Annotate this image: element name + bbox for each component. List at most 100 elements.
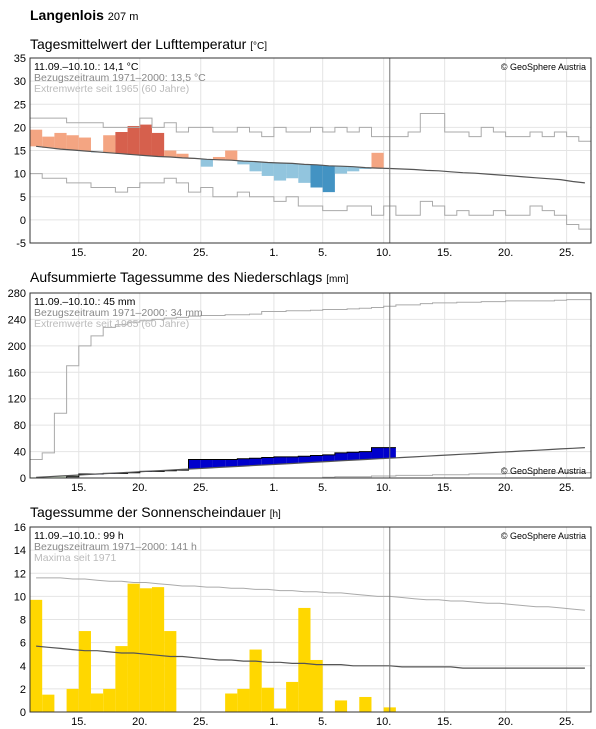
sunshine-bar bbox=[42, 695, 54, 712]
temperature-x-tick-label: 25. bbox=[559, 247, 574, 259]
temperature-y-tick-label: 5 bbox=[20, 192, 26, 204]
sunshine-bar bbox=[237, 689, 249, 712]
precipitation-difference-bar bbox=[347, 452, 359, 460]
precipitation-difference-bar bbox=[286, 457, 298, 464]
sunshine-bar bbox=[79, 631, 91, 712]
precipitation-difference-bar bbox=[189, 460, 201, 469]
sunshine-bar bbox=[335, 700, 347, 712]
sunshine-x-tick-label: 1. bbox=[269, 716, 278, 728]
temperature-x-tick-label: 25. bbox=[193, 247, 208, 259]
temperature-anomaly-bar bbox=[201, 159, 213, 166]
sunshine-x-tick-label: 20. bbox=[498, 716, 513, 728]
temperature-anomaly-bar bbox=[323, 166, 335, 192]
sunshine-bar bbox=[152, 587, 164, 712]
temperature-y-tick-label: -5 bbox=[16, 238, 26, 250]
temperature-anomaly-bar bbox=[30, 130, 42, 147]
temperature-anomaly-bar bbox=[225, 151, 237, 161]
sunshine-bar bbox=[115, 646, 127, 712]
temperature-anomaly-bar bbox=[79, 138, 91, 151]
precipitation-difference-bar bbox=[298, 456, 310, 463]
precipitation-difference-bar bbox=[213, 460, 225, 468]
sunshine-bar bbox=[298, 608, 310, 712]
temperature-anomaly-bar bbox=[128, 126, 140, 155]
precipitation-difference-bar bbox=[250, 458, 262, 465]
temperature-anomaly-bar bbox=[335, 166, 347, 173]
temperature-anomaly-bar bbox=[67, 135, 79, 150]
temperature-y-tick-label: 10 bbox=[14, 169, 26, 181]
precipitation-y-tick-label: 0 bbox=[20, 473, 26, 485]
precipitation-difference-bar bbox=[359, 452, 371, 460]
temperature-y-tick-label: 30 bbox=[14, 76, 26, 88]
precipitation-y-tick-label: 280 bbox=[8, 288, 26, 300]
temperature-anomaly-bar bbox=[164, 151, 176, 157]
temperature-panel: -50510152025303515. 20. 25. 1. 5. 10. 15. 20. 25… bbox=[14, 53, 591, 259]
precipitation-x-tick-label: 1. bbox=[269, 482, 278, 494]
sunshine-bar bbox=[225, 694, 237, 713]
sunshine-x-tick-label: 15. bbox=[71, 716, 86, 728]
sunshine-y-tick-label: 0 bbox=[20, 707, 26, 719]
temperature-x-tick-label: 15. bbox=[437, 247, 452, 259]
precipitation-x-tick-label: 25. bbox=[193, 482, 208, 494]
sunshine-x-tick-label: 15. bbox=[437, 716, 452, 728]
precipitation-x-tick-label: 15. bbox=[437, 482, 452, 494]
precipitation-x-tick-label: 25. bbox=[559, 482, 574, 494]
temperature-info-line: Extremwerte seit 1965 (60 Jahre) bbox=[34, 83, 189, 95]
precipitation-panel: 0408012016020024028015. 20. 25. 1. 5. 10. 15. 2… bbox=[8, 288, 591, 494]
temperature-y-tick-label: 0 bbox=[20, 215, 26, 227]
sunshine-bar bbox=[140, 588, 152, 712]
precipitation-x-tick-label: 5. bbox=[318, 482, 327, 494]
precipitation-x-tick-label: 10. bbox=[376, 482, 391, 494]
precipitation-difference-bar bbox=[274, 457, 286, 464]
temperature-y-tick-label: 35 bbox=[14, 53, 26, 65]
sunshine-bar bbox=[128, 584, 140, 712]
temperature-x-tick-label: 1. bbox=[269, 247, 278, 259]
precipitation-x-tick-label: 15. bbox=[71, 482, 86, 494]
temperature-x-tick-label: 20. bbox=[498, 247, 513, 259]
precipitation-x-tick-label: 20. bbox=[498, 482, 513, 494]
sunshine-x-tick-label: 25. bbox=[559, 716, 574, 728]
temperature-x-tick-label: 5. bbox=[318, 247, 327, 259]
sunshine-x-tick-label: 20. bbox=[132, 716, 147, 728]
precipitation-x-tick-label: 20. bbox=[132, 482, 147, 494]
precipitation-difference-bar bbox=[237, 459, 249, 466]
precipitation-difference-bar bbox=[371, 448, 383, 459]
precipitation-y-tick-label: 240 bbox=[8, 314, 26, 326]
precipitation-y-tick-label: 160 bbox=[8, 367, 26, 379]
precipitation-y-tick-label: 200 bbox=[8, 341, 26, 353]
sunshine-bar bbox=[91, 694, 103, 713]
precipitation-y-tick-label: 80 bbox=[14, 420, 26, 432]
temperature-y-tick-label: 20 bbox=[14, 122, 26, 134]
precipitation-y-tick-label: 40 bbox=[14, 447, 26, 459]
precipitation-difference-bar bbox=[262, 458, 274, 465]
sunshine-info-line: Maxima seit 1971 bbox=[34, 552, 116, 564]
temperature-y-tick-label: 25 bbox=[14, 99, 26, 111]
temperature-anomaly-bar bbox=[298, 164, 310, 183]
sunshine-y-tick-label: 2 bbox=[20, 684, 26, 696]
temperature-anomaly-bar bbox=[54, 133, 66, 149]
temperature-x-tick-label: 20. bbox=[132, 247, 147, 259]
temperature-anomaly-bar bbox=[140, 125, 152, 156]
sunshine-x-tick-label: 5. bbox=[318, 716, 327, 728]
sunshine-bar bbox=[274, 709, 286, 712]
sunshine-copyright: © GeoSphere Austria bbox=[501, 531, 586, 541]
precipitation-difference-bar bbox=[323, 455, 335, 462]
sunshine-y-tick-label: 6 bbox=[20, 638, 26, 650]
temperature-anomaly-bar bbox=[371, 153, 383, 168]
precipitation-difference-bar bbox=[225, 460, 237, 467]
sunshine-bar bbox=[311, 660, 323, 712]
temperature-anomaly-bar bbox=[311, 165, 323, 188]
precipitation-difference-bar bbox=[311, 456, 323, 463]
temperature-copyright: © GeoSphere Austria bbox=[501, 62, 586, 72]
sunshine-y-tick-label: 12 bbox=[14, 568, 26, 580]
temperature-anomaly-bar bbox=[115, 132, 127, 154]
sunshine-bar bbox=[286, 682, 298, 712]
sunshine-bar bbox=[359, 697, 371, 712]
sunshine-bar bbox=[30, 600, 42, 712]
temperature-anomaly-bar bbox=[274, 163, 286, 181]
precipitation-info-line: Extremwerte seit 1965 (60 Jahre) bbox=[34, 318, 189, 330]
precipitation-difference-bar bbox=[201, 460, 213, 469]
sunshine-y-tick-label: 16 bbox=[14, 522, 26, 534]
sunshine-bar bbox=[164, 631, 176, 712]
sunshine-bar bbox=[262, 688, 274, 712]
